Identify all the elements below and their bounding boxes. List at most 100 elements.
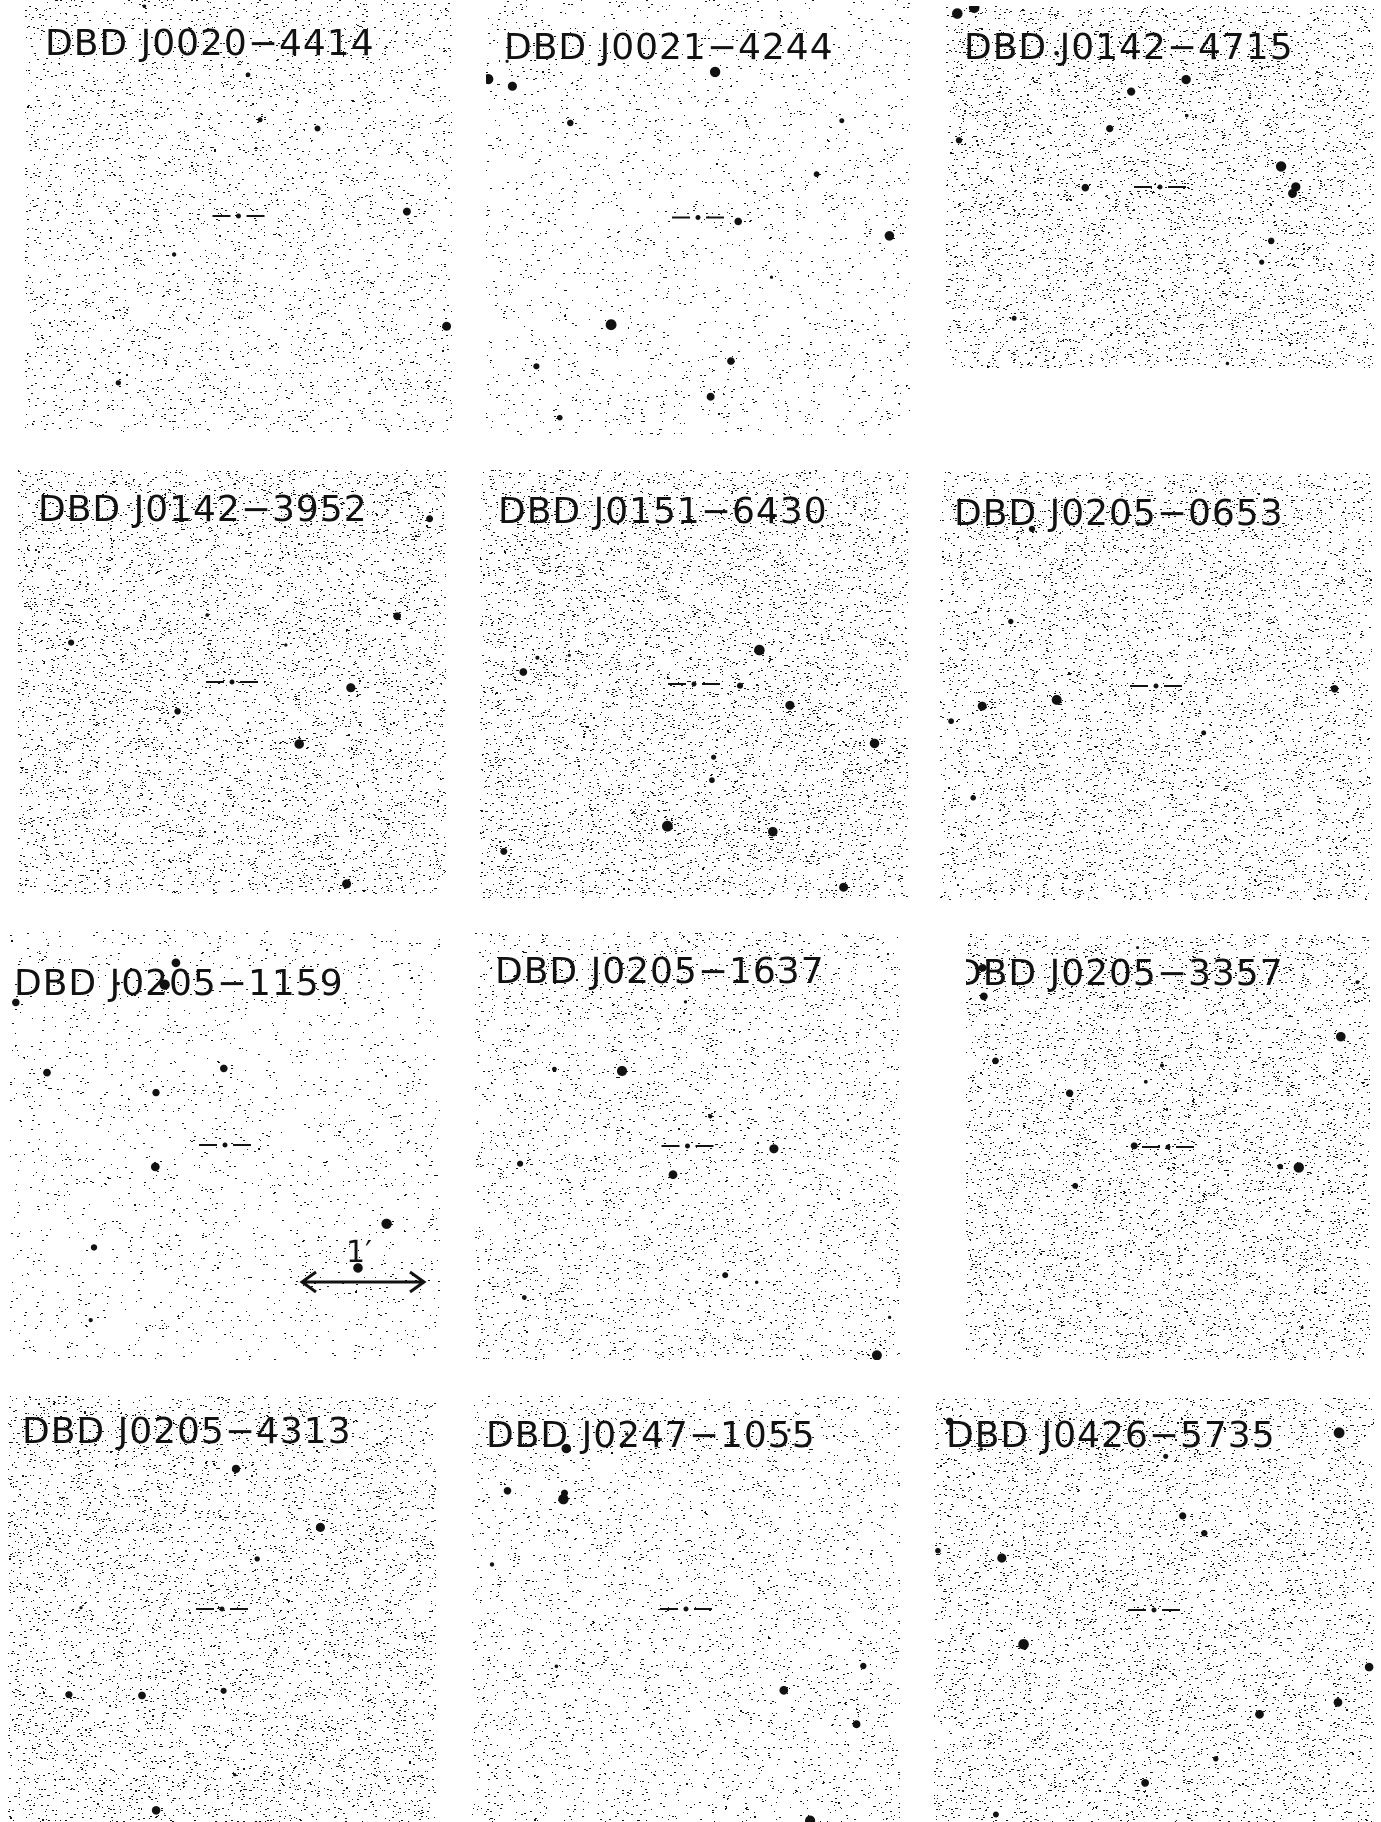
- star: [956, 137, 962, 143]
- star: [1276, 161, 1286, 171]
- panel-j0205-0653: DBD J0205−0653: [940, 472, 1372, 900]
- panel-j0205-1159: DBD J0205−1159 1′: [10, 930, 440, 1360]
- panel-j0205-1637: DBD J0205−1637: [475, 932, 900, 1360]
- star: [1082, 184, 1090, 192]
- panel-j0142-3952: DBD J0142−3952: [18, 470, 446, 894]
- star: [779, 1686, 788, 1695]
- star: [710, 67, 720, 77]
- star: [805, 1816, 815, 1822]
- star: [490, 1562, 494, 1566]
- star: [567, 120, 574, 127]
- target-marker: [196, 1607, 248, 1612]
- star: [754, 645, 765, 656]
- star: [1106, 125, 1113, 132]
- target-marker: [1130, 684, 1182, 689]
- star: [935, 1548, 941, 1554]
- star: [1072, 1183, 1078, 1189]
- star: [1136, 946, 1139, 949]
- star: [1213, 1756, 1218, 1761]
- star: [152, 1806, 161, 1815]
- star: [486, 74, 493, 84]
- field-image: [966, 934, 1370, 1360]
- panel-label: DBD J0205−4313: [22, 1414, 352, 1450]
- star: [885, 231, 895, 241]
- star: [152, 1089, 159, 1096]
- star: [517, 1161, 523, 1167]
- target-marker: [662, 1144, 714, 1149]
- star: [1201, 730, 1206, 735]
- star: [839, 118, 844, 123]
- star: [79, 1606, 82, 1609]
- star: [1331, 685, 1339, 693]
- star: [952, 8, 963, 19]
- star: [997, 1553, 1006, 1562]
- star: [138, 1692, 146, 1700]
- star: [1356, 980, 1360, 984]
- star: [948, 718, 954, 724]
- field-image: [940, 472, 1372, 900]
- field-image: [934, 1398, 1374, 1822]
- star: [1181, 75, 1190, 84]
- panel-j0426-5735: DBD J0426−5735: [934, 1398, 1374, 1822]
- star: [1336, 1032, 1346, 1042]
- star: [992, 1058, 999, 1065]
- star: [662, 821, 673, 832]
- star: [346, 683, 355, 692]
- panel-j0247-1055: DBD J0247−1055: [472, 1396, 900, 1822]
- star: [711, 755, 716, 760]
- target-marker: [213, 214, 265, 219]
- star: [1201, 1530, 1207, 1536]
- panel-label: DBD J0020−4414: [45, 26, 375, 62]
- star: [533, 363, 539, 369]
- panel-label: DBD J0021−4244: [504, 30, 834, 66]
- star: [993, 1812, 999, 1818]
- star: [617, 1066, 627, 1076]
- star: [1179, 1512, 1186, 1519]
- star: [1268, 238, 1275, 245]
- star: [205, 613, 209, 617]
- star: [1144, 1080, 1148, 1084]
- field-image: [472, 1396, 900, 1822]
- star: [522, 1295, 527, 1300]
- star: [508, 82, 517, 91]
- star: [43, 1069, 51, 1077]
- star: [500, 848, 507, 855]
- star: [246, 72, 251, 77]
- star: [174, 708, 181, 715]
- star: [722, 1272, 728, 1278]
- star: [1018, 1639, 1029, 1650]
- star: [853, 1720, 861, 1728]
- star: [91, 1244, 97, 1250]
- star: [442, 322, 451, 331]
- star: [294, 739, 304, 749]
- panel-j0142-4715: DBD J0142−4715: [946, 6, 1374, 368]
- star: [1141, 1779, 1149, 1787]
- star: [755, 1281, 758, 1284]
- star: [727, 357, 735, 365]
- star: [342, 879, 351, 888]
- target-marker: [206, 680, 258, 685]
- star: [669, 1170, 678, 1179]
- star: [814, 171, 820, 177]
- star: [1255, 1710, 1264, 1719]
- star: [606, 319, 617, 330]
- star: [978, 702, 987, 711]
- star: [768, 827, 778, 837]
- star: [552, 1067, 557, 1072]
- panel-label: DBD J0205−1637: [495, 954, 825, 990]
- field-image: [475, 932, 900, 1360]
- star: [555, 1665, 559, 1669]
- scale-bar-arrow: [298, 1267, 428, 1297]
- star: [89, 1318, 93, 1322]
- target-marker: [1134, 185, 1186, 190]
- star: [1294, 1162, 1304, 1172]
- star: [284, 643, 287, 646]
- star: [860, 1663, 866, 1669]
- panel-label: DBD J0142−4715: [964, 30, 1294, 66]
- star: [561, 1490, 568, 1497]
- star: [172, 252, 176, 256]
- star: [220, 1065, 228, 1073]
- star: [1127, 88, 1135, 96]
- panel-label: DBD J0205−1159: [14, 966, 344, 1002]
- star: [1012, 316, 1017, 321]
